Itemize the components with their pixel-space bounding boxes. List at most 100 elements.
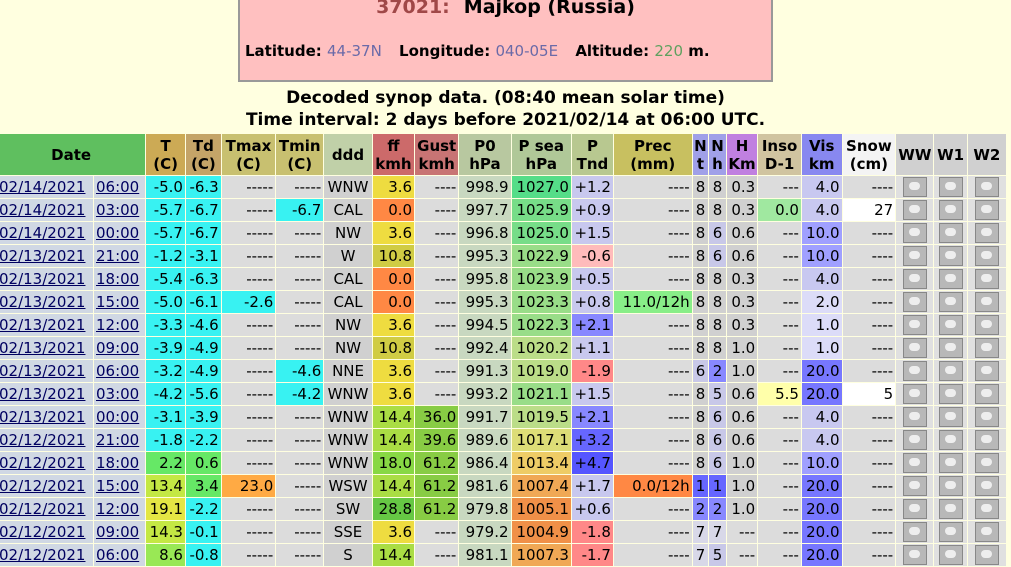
table-cell: --- [758,521,801,543]
date-link[interactable]: 06:00 [95,546,140,564]
date-link[interactable]: 18:00 [95,454,140,472]
date-link[interactable]: 03:00 [95,201,140,219]
date-link[interactable]: 12:00 [95,316,140,334]
header-text: Date [51,145,92,164]
table-cell: +1.5 [571,383,613,405]
table-row: 02/12/2021 15:00 13.4 3.4 23.0 ----- WSW 14.4 61… [0,475,1006,497]
table-cell: ----- [221,222,276,244]
table-cell: 1007.4 [511,475,571,497]
table-cell: 1004.9 [511,521,571,543]
table-cell: 2 [692,498,709,520]
table-cell: 1019.5 [511,406,571,428]
date-link[interactable]: 00:00 [95,224,140,242]
date-link[interactable]: 02/13/2021 [0,362,86,380]
table-cell: ---- [842,268,896,290]
table-cell: 02/13/2021 [0,245,93,267]
column-header: W1 [934,134,967,175]
table-cell: 7 [692,544,709,566]
date-link[interactable]: 02/12/2021 [0,546,86,564]
date-link[interactable]: 02/13/2021 [0,339,86,357]
date-link[interactable]: 02/14/2021 [0,224,86,242]
header-text: (C) [287,154,313,173]
table-cell: 14.4 [372,406,415,428]
table-cell: -0.1 [185,521,221,543]
date-link[interactable]: 02/13/2021 [0,247,86,265]
date-link[interactable]: 02/13/2021 [0,316,86,334]
column-header: Prec (mm) [613,134,692,175]
weather-icon [902,545,927,565]
table-cell: ----- [276,544,324,566]
date-link[interactable]: 02/13/2021 [0,293,86,311]
table-cell: -1.7 [571,544,613,566]
table-cell: 02/13/2021 [0,383,93,405]
table-cell: 2.2 [146,452,185,474]
date-link[interactable]: 09:00 [95,339,140,357]
table-cell: 2.0 [801,291,842,313]
table-cell: ---- [613,544,692,566]
table-cell: 1.0 [726,498,758,520]
date-link[interactable]: 02/14/2021 [0,201,86,219]
table-cell: 7 [709,521,726,543]
table-cell: -1.9 [571,360,613,382]
table-cell: ---- [613,337,692,359]
date-link[interactable]: 18:00 [95,270,140,288]
column-header: WW [896,134,934,175]
date-link[interactable]: 21:00 [95,431,140,449]
table-cell: 12:00 [93,498,146,520]
table-cell: 1013.4 [511,452,571,474]
table-cell: ---- [842,429,896,451]
weather-icon-cell [934,498,967,520]
weather-icon [938,200,963,220]
table-cell: 8 [709,268,726,290]
weather-icon [902,407,927,427]
table-cell: 8 [692,291,709,313]
weather-icon [938,269,963,289]
weather-icon-cell [967,452,1006,474]
table-cell: 03:00 [93,199,146,221]
table-cell: ---- [613,452,692,474]
table-cell: -2.2 [185,429,221,451]
table-cell: WNW [324,176,372,198]
weather-icon [974,476,999,496]
unit: m. [688,42,710,60]
table-cell: 1.0 [726,475,758,497]
table-cell: +0.6 [571,498,613,520]
date-link[interactable]: 15:00 [95,477,140,495]
table-cell: 1 [709,475,726,497]
date-link[interactable]: 02/12/2021 [0,523,86,541]
date-link[interactable]: 06:00 [95,178,140,196]
synop-table: Date T (C) Td (C) Tmax (C) Tmin (C) ddd ff kmh Gust k… [0,133,1007,567]
weather-icon-cell [967,176,1006,198]
date-link[interactable]: 02/12/2021 [0,500,86,518]
weather-icon [938,338,963,358]
table-cell: ---- [415,383,459,405]
date-link[interactable]: 15:00 [95,293,140,311]
date-link[interactable]: 02/12/2021 [0,477,86,495]
table-cell: -6.7 [185,199,221,221]
table-cell: 02/14/2021 [0,176,93,198]
date-link[interactable]: 12:00 [95,500,140,518]
table-cell: ----- [276,475,324,497]
date-link[interactable]: 21:00 [95,247,140,265]
date-link[interactable]: 02/12/2021 [0,431,86,449]
weather-icon [974,315,999,335]
table-cell: ---- [842,521,896,543]
date-link[interactable]: 02/13/2021 [0,385,86,403]
table-cell: 1021.1 [511,383,571,405]
table-cell: 1025.0 [511,222,571,244]
table-cell: 1.0 [726,452,758,474]
column-header: Inso D-1 [758,134,801,175]
date-link[interactable]: 02/13/2021 [0,408,86,426]
date-link[interactable]: 02/12/2021 [0,454,86,472]
date-link[interactable]: 00:00 [95,408,140,426]
table-cell: WNW [324,383,372,405]
date-link[interactable]: 03:00 [95,385,140,403]
table-cell: 28.8 [372,498,415,520]
weather-icon [938,177,963,197]
date-link[interactable]: 09:00 [95,523,140,541]
date-link[interactable]: 02/13/2021 [0,270,86,288]
date-link[interactable]: 02/14/2021 [0,178,86,196]
table-cell: ---- [842,337,896,359]
table-cell: 14.4 [372,544,415,566]
date-link[interactable]: 06:00 [95,362,140,380]
